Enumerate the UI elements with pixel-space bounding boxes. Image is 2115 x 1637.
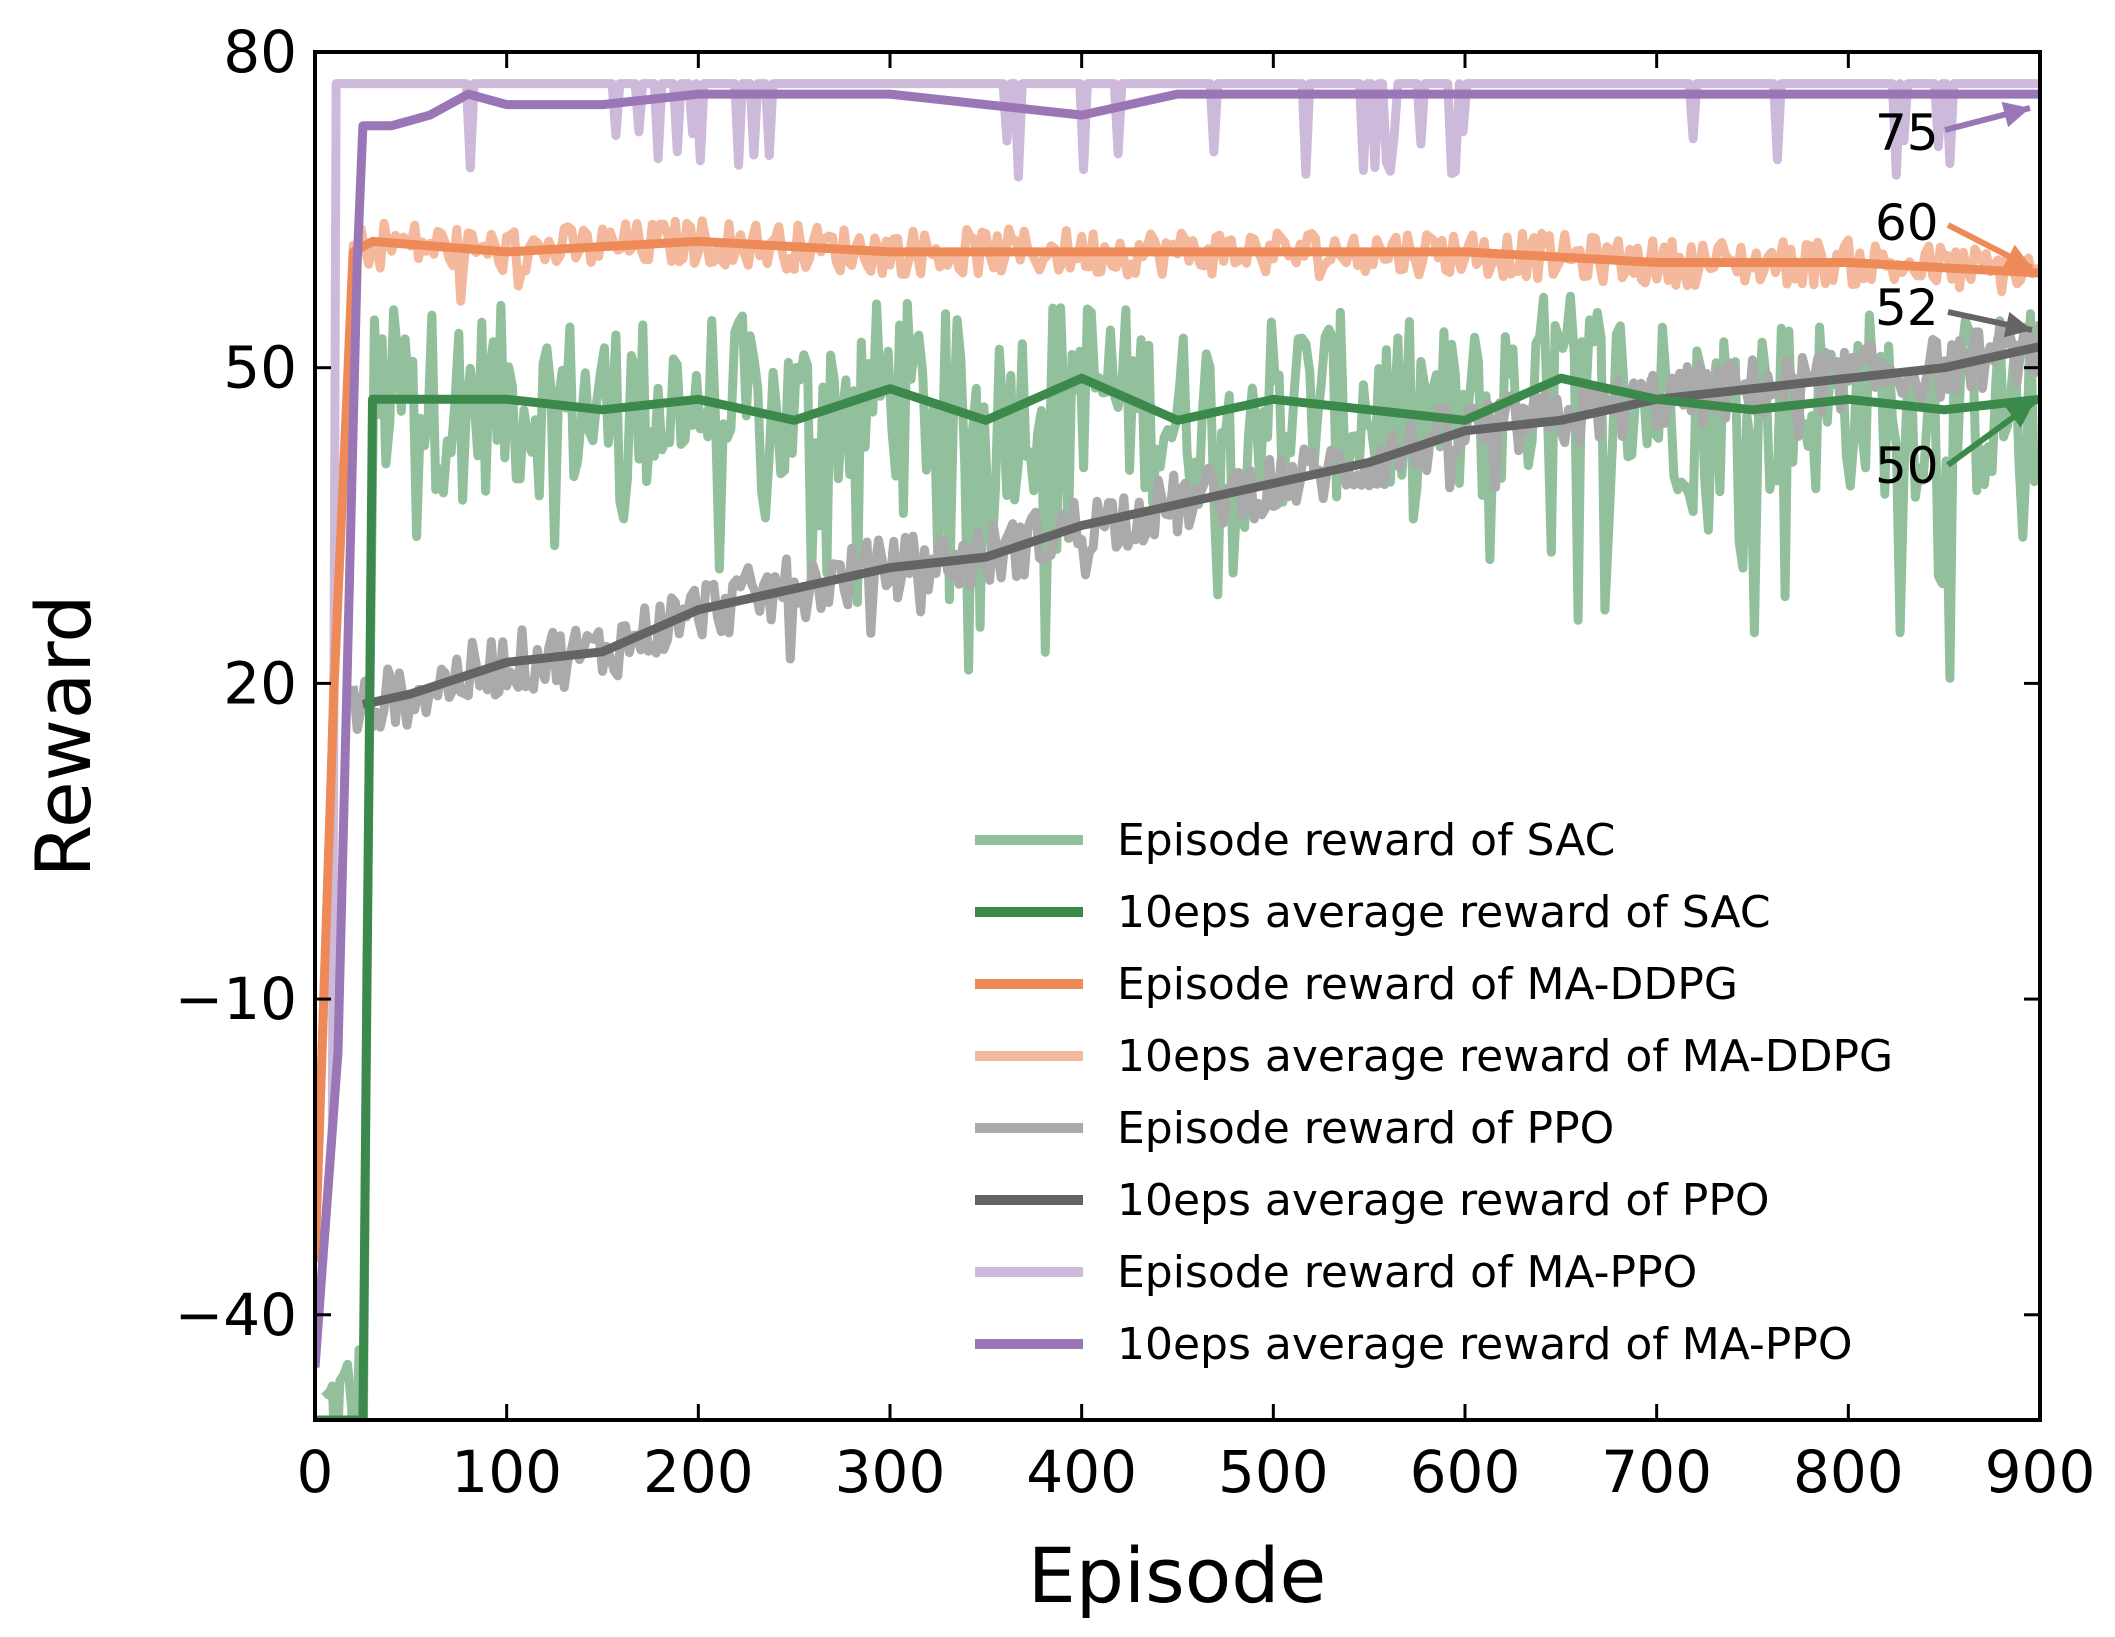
y-tick-label: 50 xyxy=(223,334,297,402)
plot-frame xyxy=(313,50,2042,1422)
end-value-label: 75 xyxy=(1875,104,1939,162)
legend-entry-label: Episode reward of PPO xyxy=(1117,1103,1614,1154)
x-tick-label: 500 xyxy=(1218,1438,1329,1506)
x-axis-label: Episode xyxy=(1028,1531,1326,1620)
raw-trace-mappo xyxy=(320,79,2039,1237)
y-tick-label: −40 xyxy=(175,1281,297,1349)
avg-trace-mappo xyxy=(315,89,2040,1368)
avg-trace-ppo xyxy=(361,342,2040,709)
legend-entry-label: Episode reward of SAC xyxy=(1117,815,1615,866)
y-tick-label: 80 xyxy=(223,18,297,86)
legend-entry-label: Episode reward of MA-DDPG xyxy=(1117,959,1738,1010)
annotations: 75 60 52 50 xyxy=(1875,101,2036,495)
x-tick-label: 100 xyxy=(451,1438,562,1506)
annotation-arrow-head xyxy=(2001,101,2030,128)
axes-layer: 0 100 200 300 400 500 600 700 800 900 −40 −10 20 50 80 xyxy=(175,18,2096,1506)
legend-entry-label: Episode reward of MA-PPO xyxy=(1117,1247,1697,1298)
avg-trace-sac xyxy=(315,373,2040,1420)
annotation-arrow-head xyxy=(2005,402,2034,428)
legend: Episode reward of SAC 10eps average rewar… xyxy=(975,815,1893,1370)
x-tick-label: 400 xyxy=(1026,1438,1137,1506)
x-tick-label: 800 xyxy=(1793,1438,1904,1506)
y-tick-label: 20 xyxy=(223,649,297,717)
legend-entry-label: 10eps average reward of MA-DDPG xyxy=(1117,1031,1893,1082)
legend-entry-label: 10eps average reward of PPO xyxy=(1117,1175,1769,1226)
x-tick-label: 0 xyxy=(297,1438,334,1506)
x-tick-label: 300 xyxy=(835,1438,946,1506)
x-tick-label: 600 xyxy=(1410,1438,1521,1506)
end-value-label: 50 xyxy=(1875,437,1939,495)
x-tick-label: 700 xyxy=(1601,1438,1712,1506)
legend-entry-label: 10eps average reward of SAC xyxy=(1117,887,1771,938)
legend-entry-label: 10eps average reward of MA-PPO xyxy=(1117,1319,1852,1370)
y-tick-label: −10 xyxy=(175,965,297,1033)
x-tick-label: 900 xyxy=(1985,1438,2096,1506)
annotation-arrow-head xyxy=(2003,311,2032,338)
x-tick-label: 200 xyxy=(643,1438,754,1506)
end-value-label: 52 xyxy=(1875,279,1939,337)
y-axis-label: Reward xyxy=(19,594,108,877)
raw-trace-sac xyxy=(321,291,2040,1420)
average-series-layer xyxy=(315,89,2040,1420)
annotation-arrow-head xyxy=(2002,244,2032,268)
end-value-label: 60 xyxy=(1875,194,1939,252)
